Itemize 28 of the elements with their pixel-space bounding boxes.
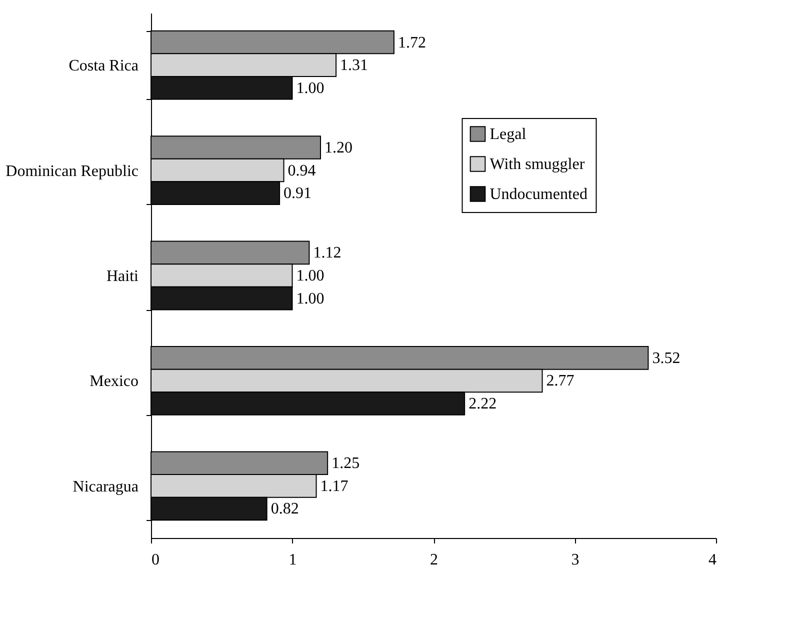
data-label: 1.00 [296,80,324,97]
x-tick-label: 0 [152,552,160,568]
data-label: 0.94 [288,162,316,180]
data-label: 1.72 [398,34,426,52]
legend-label: Legal [490,126,527,143]
y-tick-label: Mexico [90,373,138,390]
x-tick-label: 1 [288,552,297,568]
data-label: 1.20 [324,139,352,156]
y-tick-label: Dominican Republic [6,162,138,180]
data-label: 1.17 [320,478,348,495]
x-tick-label: 4 [708,552,716,568]
legend-label: With smuggler [490,156,586,173]
data-label: 1.00 [296,290,324,308]
x-tick-label: 2 [430,552,438,568]
data-label: 2.77 [546,372,574,390]
data-label: 0.82 [270,500,299,518]
x-tick-label: 3 [571,552,580,568]
data-label: 2.22 [468,396,497,413]
y-tick-label: Haiti [106,268,140,285]
data-label: 1.00 [296,268,324,284]
data-label: 3.52 [652,350,680,367]
y-tick-label: Costa Rica [68,58,138,75]
y-tick-label: Nicaragua [72,478,138,496]
data-label: 0.91 [284,185,312,202]
data-label: 1.31 [340,57,368,74]
data-label: 1.25 [332,455,360,472]
legend-label: Undocumented [490,186,588,203]
data-label: 1.12 [313,244,342,262]
